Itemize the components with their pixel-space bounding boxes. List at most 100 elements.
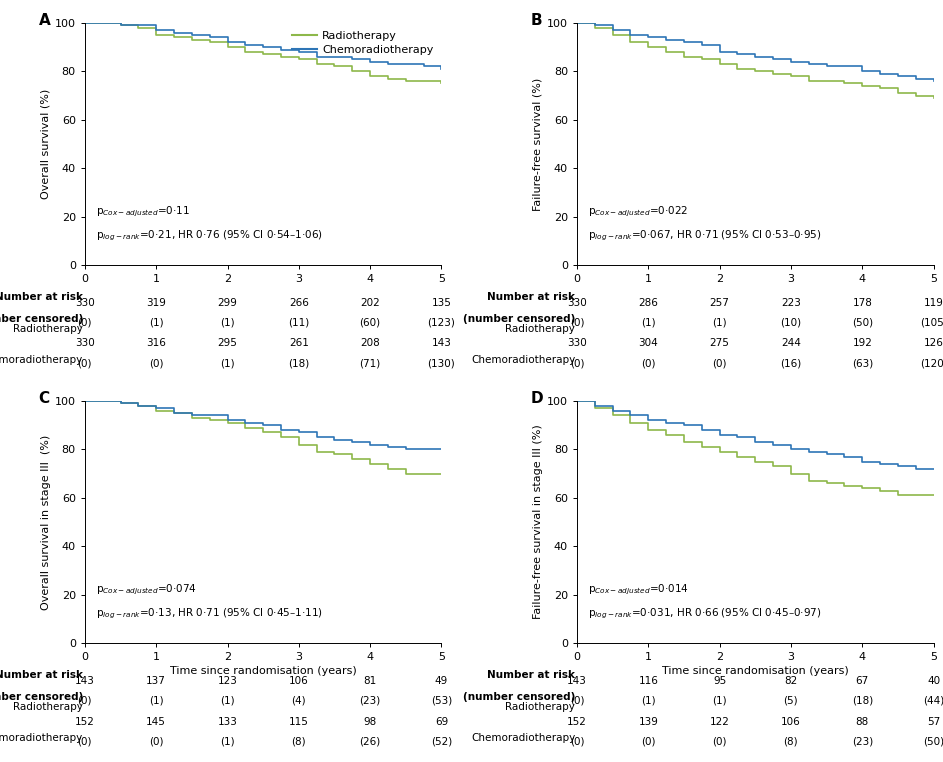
Text: 126: 126 (923, 338, 943, 348)
Text: (number censored): (number censored) (0, 692, 83, 702)
Text: 143: 143 (567, 676, 587, 686)
Text: (1): (1) (221, 318, 235, 328)
Text: 152: 152 (74, 716, 95, 726)
Text: p$_{Cox-adjusted}$=0·022: p$_{Cox-adjusted}$=0·022 (587, 205, 688, 219)
Text: (44): (44) (923, 696, 943, 706)
Text: (0): (0) (641, 736, 655, 747)
Text: 244: 244 (781, 338, 801, 348)
Text: (0): (0) (570, 358, 585, 368)
Text: (105): (105) (919, 318, 943, 328)
Text: (1): (1) (641, 318, 655, 328)
Text: 192: 192 (852, 338, 872, 348)
Text: Number at risk: Number at risk (0, 670, 83, 680)
Text: 261: 261 (289, 338, 308, 348)
Text: 275: 275 (710, 338, 730, 348)
Text: 122: 122 (710, 716, 730, 726)
Text: 69: 69 (435, 716, 448, 726)
Y-axis label: Overall survival (%): Overall survival (%) (41, 89, 51, 199)
Text: Chemoradiotherapy: Chemoradiotherapy (0, 354, 83, 365)
Text: 135: 135 (432, 298, 452, 308)
Text: Number at risk: Number at risk (0, 292, 83, 302)
Text: A: A (39, 13, 50, 28)
Text: (52): (52) (431, 736, 452, 747)
Text: (26): (26) (359, 736, 381, 747)
Text: (60): (60) (359, 318, 381, 328)
Text: (18): (18) (852, 696, 873, 706)
Text: (63): (63) (852, 358, 873, 368)
Text: p$_{Cox-adjusted}$=0·11: p$_{Cox-adjusted}$=0·11 (95, 205, 190, 219)
Text: (4): (4) (291, 696, 306, 706)
Text: (0): (0) (77, 318, 92, 328)
Text: (23): (23) (852, 736, 873, 747)
Text: 330: 330 (567, 338, 587, 348)
Text: 137: 137 (146, 676, 166, 686)
Text: 143: 143 (432, 338, 452, 348)
Text: Chemoradiotherapy: Chemoradiotherapy (471, 354, 575, 365)
Text: D: D (531, 391, 543, 406)
Text: (0): (0) (570, 736, 585, 747)
Text: (0): (0) (712, 736, 727, 747)
Text: 106: 106 (781, 716, 801, 726)
Text: (number censored): (number censored) (0, 314, 83, 324)
Text: 316: 316 (146, 338, 166, 348)
Text: 123: 123 (218, 676, 238, 686)
Text: 304: 304 (638, 338, 658, 348)
Text: (number censored): (number censored) (463, 314, 575, 324)
Text: 116: 116 (638, 676, 658, 686)
Text: 223: 223 (781, 298, 801, 308)
Text: (18): (18) (289, 358, 309, 368)
Text: (1): (1) (712, 318, 727, 328)
Text: Radiotherapy: Radiotherapy (505, 325, 575, 335)
Text: (10): (10) (781, 318, 802, 328)
Text: 286: 286 (638, 298, 658, 308)
Text: (0): (0) (641, 358, 655, 368)
Text: (50): (50) (852, 318, 873, 328)
Text: p$_{log-rank}$=0·21, HR 0·76 (95% CI 0·54–1·06): p$_{log-rank}$=0·21, HR 0·76 (95% CI 0·5… (95, 229, 323, 243)
Text: 257: 257 (710, 298, 730, 308)
Text: 178: 178 (852, 298, 872, 308)
Text: 40: 40 (927, 676, 940, 686)
Text: 145: 145 (146, 716, 166, 726)
Text: p$_{log-rank}$=0·13, HR 0·71 (95% CI 0·45–1·11): p$_{log-rank}$=0·13, HR 0·71 (95% CI 0·4… (95, 607, 323, 621)
Text: (16): (16) (780, 358, 802, 368)
Text: 133: 133 (218, 716, 238, 726)
Text: 119: 119 (923, 298, 943, 308)
Text: (8): (8) (784, 736, 798, 747)
Text: (71): (71) (359, 358, 381, 368)
Text: 49: 49 (435, 676, 448, 686)
Text: 57: 57 (927, 716, 940, 726)
Text: (number censored): (number censored) (463, 692, 575, 702)
Text: Radiotherapy: Radiotherapy (13, 703, 83, 712)
Text: (1): (1) (221, 358, 235, 368)
Text: (1): (1) (149, 318, 163, 328)
Text: p$_{Cox-adjusted}$=0·074: p$_{Cox-adjusted}$=0·074 (95, 583, 196, 597)
Text: (8): (8) (291, 736, 306, 747)
Text: 266: 266 (289, 298, 308, 308)
Text: (130): (130) (427, 358, 455, 368)
Text: 98: 98 (363, 716, 377, 726)
Text: (50): (50) (923, 736, 943, 747)
X-axis label: Time since randomisation (years): Time since randomisation (years) (170, 667, 356, 677)
Text: 330: 330 (567, 298, 587, 308)
Text: (0): (0) (712, 358, 727, 368)
Text: (1): (1) (712, 696, 727, 706)
Text: 330: 330 (75, 298, 94, 308)
Text: (1): (1) (221, 736, 235, 747)
Text: 115: 115 (289, 716, 308, 726)
Text: C: C (39, 391, 50, 406)
Text: (0): (0) (77, 358, 92, 368)
Y-axis label: Failure-free survival in stage III (%): Failure-free survival in stage III (%) (533, 424, 543, 620)
Text: (11): (11) (289, 318, 309, 328)
Text: p$_{log-rank}$=0·067, HR 0·71 (95% CI 0·53–0·95): p$_{log-rank}$=0·067, HR 0·71 (95% CI 0·… (587, 229, 821, 243)
Text: (1): (1) (149, 696, 163, 706)
X-axis label: Time since randomisation (years): Time since randomisation (years) (662, 667, 849, 677)
Text: 88: 88 (855, 716, 869, 726)
Text: (0): (0) (77, 736, 92, 747)
Text: (0): (0) (149, 358, 163, 368)
Text: Number at risk: Number at risk (488, 670, 575, 680)
Text: (23): (23) (359, 696, 381, 706)
Text: (120): (120) (919, 358, 943, 368)
Y-axis label: Overall survival in stage III  (%): Overall survival in stage III (%) (41, 434, 51, 610)
Text: (0): (0) (570, 318, 585, 328)
Text: 139: 139 (638, 716, 658, 726)
